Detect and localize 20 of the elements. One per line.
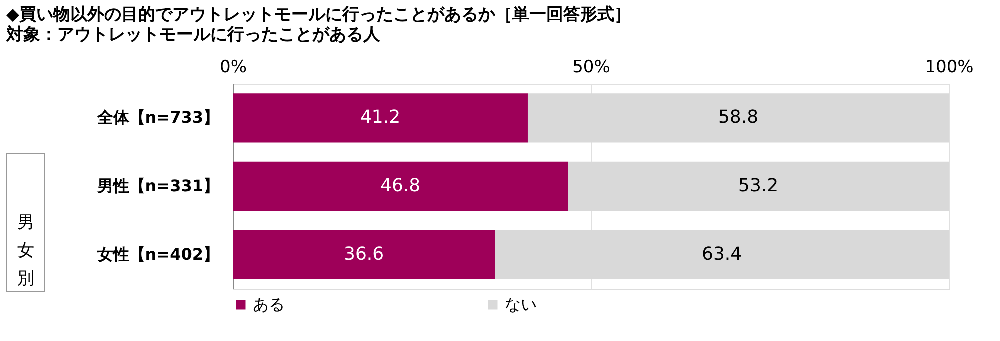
chart-title: ◆買い物以外の目的でアウトレットモールに行ったことがあるか［単一回答形式］ — [6, 5, 632, 25]
data-label: 63.4 — [702, 244, 742, 265]
data-label: 53.2 — [738, 176, 779, 196]
x-tick-label: 0% — [220, 58, 247, 78]
text: 男女別 — [18, 213, 34, 289]
x-tick-label: 50% — [572, 58, 610, 78]
legend-label: ある — [253, 295, 285, 314]
bar — [233, 94, 528, 143]
data-label: 58.8 — [718, 107, 759, 128]
y-tick-label: 全体【n=733】 — [96, 108, 220, 128]
bar — [233, 162, 568, 212]
y-tick-label: 男性【n=331】 — [96, 176, 220, 196]
chart-subtitle: 対象：アウトレットモールに行ったことがある人 — [6, 25, 382, 45]
data-label: 36.6 — [344, 244, 384, 265]
x-tick-label: 100% — [925, 58, 974, 78]
y-tick-label: 女性【n=402】 — [96, 244, 220, 264]
data-label: 41.2 — [360, 107, 401, 128]
legend-label: ない — [505, 295, 537, 314]
data-label: 46.8 — [380, 176, 421, 196]
bar — [233, 230, 496, 280]
